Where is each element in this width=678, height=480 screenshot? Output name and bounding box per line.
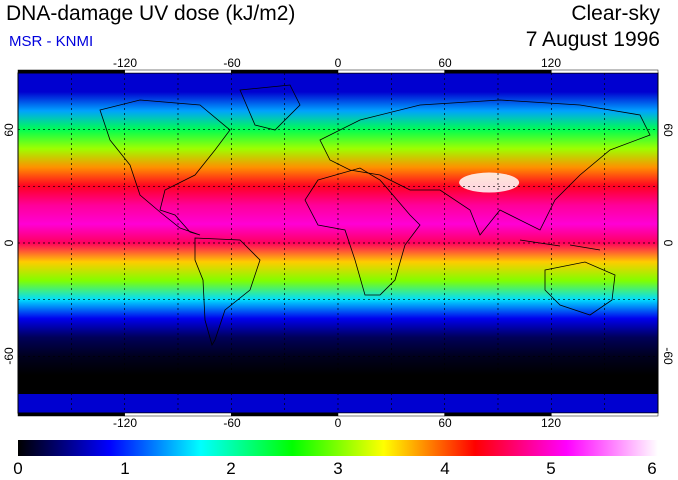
frame-tick-bottom bbox=[124, 412, 232, 417]
lat-tick-right: -60 bbox=[661, 347, 675, 365]
lat-tick-left: 60 bbox=[2, 123, 16, 137]
coastline-north-america bbox=[99, 99, 231, 236]
coastline-australia bbox=[544, 261, 616, 316]
date-label: 7 August 1996 bbox=[525, 28, 660, 51]
coastline-greenland bbox=[239, 84, 301, 131]
coastline-africa bbox=[304, 167, 421, 296]
frame-tick-bottom bbox=[444, 412, 552, 417]
coastlines bbox=[99, 84, 651, 347]
lon-tick-top: -60 bbox=[223, 56, 241, 70]
lon-tick-bottom: 0 bbox=[334, 416, 342, 430]
lon-tick-bottom: -120 bbox=[112, 416, 138, 430]
colorbar-label: 1 bbox=[120, 459, 130, 478]
colorbar-label: 3 bbox=[333, 459, 343, 478]
uv-maximum-spot bbox=[459, 172, 520, 193]
dose-variation-layer bbox=[459, 172, 520, 193]
source-label: MSR - KNMI bbox=[9, 33, 94, 50]
frame-tick-top bbox=[231, 69, 339, 74]
coastline-south-america bbox=[194, 237, 261, 347]
frame-tick-top bbox=[551, 69, 659, 74]
frame-tick-bottom bbox=[231, 412, 339, 417]
lat-tick-left: 0 bbox=[2, 239, 16, 247]
map-title: DNA-damage UV dose (kJ/m2) bbox=[6, 2, 296, 25]
graticule bbox=[18, 73, 658, 413]
frame-ticks bbox=[17, 69, 659, 417]
lon-tick-top: 0 bbox=[334, 56, 342, 70]
colorbar bbox=[18, 440, 658, 456]
lon-tick-top: -120 bbox=[112, 56, 138, 70]
frame-tick-bottom bbox=[337, 412, 445, 417]
colorbar-label: 2 bbox=[226, 459, 236, 478]
lon-tick-bottom: 60 bbox=[438, 416, 452, 430]
sky-condition-label: Clear-sky bbox=[571, 2, 660, 25]
lat-tick-left: -60 bbox=[2, 347, 16, 365]
lon-tick-bottom: 120 bbox=[540, 416, 562, 430]
frame-tick-top bbox=[444, 69, 552, 74]
lon-tick-top: 60 bbox=[438, 56, 452, 70]
lat-tick-right: 0 bbox=[661, 239, 675, 247]
frame-tick-bottom bbox=[551, 412, 659, 417]
lat-tick-right: 60 bbox=[661, 123, 675, 137]
frame-tick-top bbox=[124, 69, 232, 74]
frame-tick-bottom bbox=[17, 412, 125, 417]
colorbar-label: 5 bbox=[546, 459, 556, 478]
colorbar-label: 6 bbox=[647, 459, 657, 478]
colorbar-label: 4 bbox=[440, 459, 450, 478]
lon-tick-top: 120 bbox=[540, 56, 562, 70]
lon-tick-bottom: -60 bbox=[223, 416, 241, 430]
colorbar-label: 0 bbox=[13, 459, 23, 478]
frame-tick-top bbox=[17, 69, 125, 74]
coastline-eurasia bbox=[319, 99, 651, 236]
frame-tick-top bbox=[337, 69, 445, 74]
